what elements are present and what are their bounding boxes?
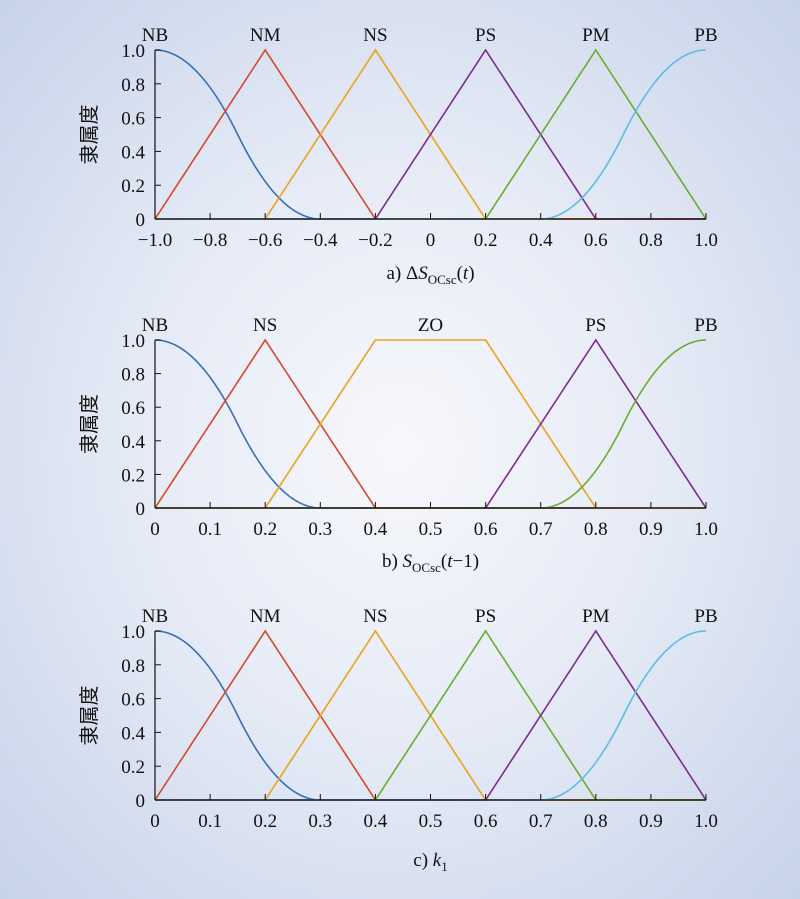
x-tick-label: 0.2 (253, 519, 277, 540)
x-tick-label: 0.3 (308, 519, 332, 540)
x-tick-label: −0.6 (248, 230, 282, 251)
series-label-ns: NS (363, 606, 387, 627)
y-tick-label: 1.0 (121, 622, 145, 643)
series-label-ps: PS (585, 315, 606, 336)
x-tick-label: 0.3 (308, 811, 332, 832)
x-tick-label: 0.4 (529, 230, 553, 251)
x-tick-label: 0.7 (529, 519, 553, 540)
x-tick-label: 0.5 (419, 519, 443, 540)
x-tick-label: −0.2 (358, 230, 392, 251)
x-tick-label: −0.4 (303, 230, 338, 251)
series-label-nb: NB (142, 315, 168, 336)
x-tick-label: 0.5 (419, 811, 443, 832)
series-label-pb: PB (694, 25, 717, 46)
x-tick-label: 0.9 (639, 811, 663, 832)
y-tick-label: 0.4 (121, 142, 145, 163)
y-tick-label: 0.2 (121, 176, 145, 197)
x-tick-label: 0.9 (639, 519, 663, 540)
chart-caption: b) SOCsc(t−1) (382, 551, 479, 575)
x-tick-label: 0.6 (474, 811, 498, 832)
chart-panel-2: NB NS ZO PS PB 0 0.1 0.2 0.3 0.4 0.5 0.6 0.7 0.8 0.9 1.… (78, 315, 718, 575)
x-tick-label: 0.2 (474, 230, 498, 251)
x-tick-label: 0.6 (474, 519, 498, 540)
y-tick-label: 0.6 (121, 109, 145, 130)
y-tick-label: 0.4 (121, 432, 145, 453)
series-label-pm: PM (582, 25, 610, 46)
x-tick-label: 0.1 (198, 811, 222, 832)
y-tick-label: 0 (136, 791, 146, 812)
x-tick-label: 0 (150, 811, 160, 832)
y-tick-label: 0.8 (121, 365, 145, 386)
x-tick-label: 0.7 (529, 811, 553, 832)
y-tick-label: 1.0 (121, 41, 145, 62)
chart-panel-1: NB NM NS PS PM PB −1.0 −0.8 −0.6 −0.4 −0.2 0 0.2 0.4 0… (78, 25, 718, 287)
x-tick-label: 0.1 (198, 519, 222, 540)
x-tick-label: 0.4 (364, 811, 388, 832)
series-label-nb: NB (142, 606, 168, 627)
series-label-pm: PM (582, 606, 610, 627)
series-label-ns: NS (363, 25, 387, 46)
series-label-nm: NM (250, 25, 281, 46)
series-label-pb: PB (694, 606, 717, 627)
x-tick-label: 1.0 (694, 811, 718, 832)
y-tick-label: 0.8 (121, 656, 145, 677)
x-tick-label: 0 (426, 230, 436, 251)
series-label-ns: NS (253, 315, 277, 336)
x-tick-label: 0.2 (253, 811, 277, 832)
y-tick-label: 0.8 (121, 75, 145, 96)
y-tick-label: 0 (136, 499, 146, 520)
y-tick-label: 0.6 (121, 690, 145, 711)
x-tick-label: 0.8 (584, 519, 608, 540)
y-tick-label: 1.0 (121, 331, 145, 352)
y-axis-title: 隶属度 (78, 686, 101, 746)
series-label-pb: PB (694, 315, 717, 336)
x-tick-label: −1.0 (138, 230, 172, 251)
chart-caption: c) k1 (413, 850, 447, 874)
y-tick-label: 0 (136, 210, 146, 231)
x-tick-label: 0.8 (639, 230, 663, 251)
y-tick-label: 0.2 (121, 757, 145, 778)
x-tick-label: 1.0 (694, 230, 718, 251)
series-label-nb: NB (142, 25, 168, 46)
x-tick-label: 1.0 (694, 519, 718, 540)
x-tick-label: 0.4 (364, 519, 388, 540)
series-label-ps: PS (475, 606, 496, 627)
y-axis-title: 隶属度 (78, 394, 101, 454)
series-label-ps: PS (475, 25, 496, 46)
series-label-nm: NM (250, 606, 281, 627)
x-tick-label: 0 (150, 519, 160, 540)
x-tick-label: 0.8 (584, 811, 608, 832)
chart-caption: a) ΔSOCsc(t) (386, 263, 474, 287)
y-tick-label: 0.6 (121, 398, 145, 419)
y-axis-title: 隶属度 (78, 105, 101, 165)
y-tick-label: 0.4 (121, 723, 145, 744)
y-tick-label: 0.2 (121, 465, 145, 486)
chart-panel-3: NB NM NS PS PM PB 0 0.1 0.2 0.3 0.4 0.5 0.6 0.7 0.8 0.9… (78, 606, 718, 874)
x-tick-label: 0.6 (584, 230, 608, 251)
x-tick-label: −0.8 (193, 230, 227, 251)
series-label-zo: ZO (418, 315, 443, 336)
